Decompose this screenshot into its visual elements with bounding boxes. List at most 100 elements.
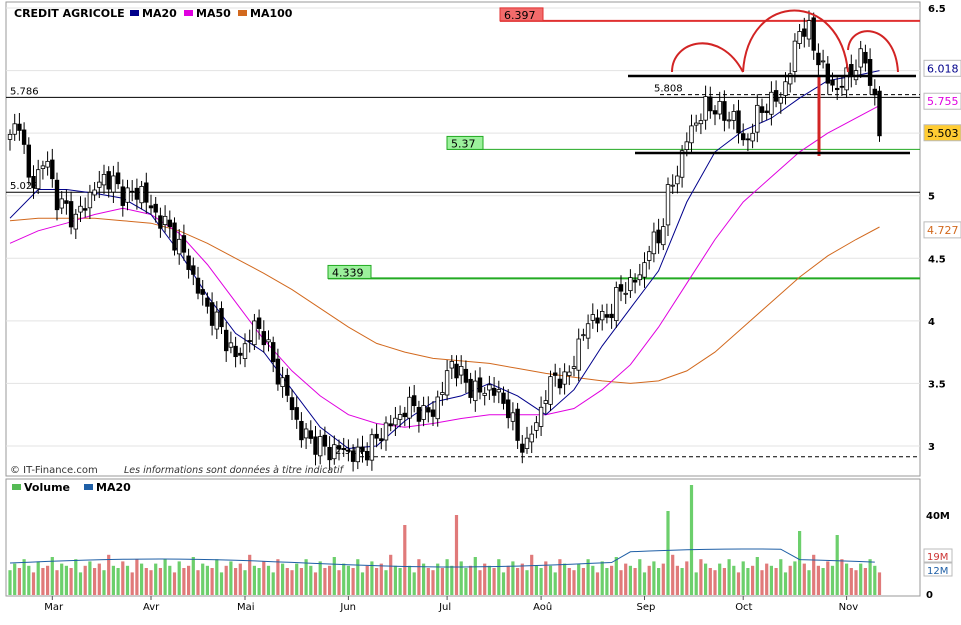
candle-body (820, 60, 826, 63)
candle-body (97, 181, 102, 188)
candle-body (393, 417, 398, 426)
volume-bar (22, 559, 26, 595)
volume-bar (577, 563, 581, 595)
volume-bar (93, 568, 97, 595)
volume-bar (304, 559, 308, 595)
candle-body (388, 423, 393, 427)
candle-body (256, 317, 262, 329)
volume-bar (694, 572, 698, 595)
candle-body (162, 215, 168, 226)
candle-body (426, 407, 431, 413)
candle-body (346, 449, 351, 452)
candle-body (332, 444, 337, 460)
volume-bar (111, 565, 115, 595)
candle-body (600, 311, 605, 321)
candle-body (374, 433, 379, 439)
volume-bar (539, 568, 543, 595)
candle-body (327, 446, 332, 461)
volume-bar (88, 561, 92, 595)
candle-body (872, 88, 877, 96)
volume-bar (586, 559, 590, 595)
candle-body (609, 313, 614, 319)
volume-bar (506, 565, 510, 595)
volume-bar (168, 565, 172, 595)
candle-body (647, 251, 652, 261)
candle-body (369, 434, 375, 461)
candle-body (726, 119, 732, 122)
month-label: Aoû (533, 601, 552, 613)
candle-body (59, 198, 64, 209)
candle-body (712, 110, 718, 115)
value-badge-box (923, 92, 961, 110)
volume-bar (295, 563, 299, 595)
volume-bar (78, 572, 83, 595)
candle-body (36, 169, 41, 190)
volume-bar (605, 568, 609, 595)
value-badge-box (923, 124, 961, 142)
candle-body (788, 73, 793, 85)
candle-body (623, 292, 628, 295)
candle-body (792, 40, 798, 72)
candle-body (604, 314, 610, 318)
volume-bar (46, 565, 50, 595)
candle-body (355, 446, 360, 463)
volume-bar (266, 565, 271, 595)
candle-body (487, 384, 492, 391)
candle-body (557, 378, 563, 389)
volume-bar (497, 559, 501, 595)
volume-bar (224, 565, 228, 595)
volume-bar (713, 570, 717, 595)
candlesticks (7, 10, 882, 472)
candle-body (449, 361, 454, 369)
candle-body (797, 31, 802, 44)
candle-body (548, 376, 553, 405)
volume-bar (74, 559, 78, 595)
candle-body (397, 414, 403, 420)
volume-bar (680, 568, 684, 595)
candle-body (764, 110, 769, 114)
volume-bar (125, 565, 130, 595)
volume-bar (534, 565, 538, 595)
candle-body (618, 284, 624, 292)
volume-bar (718, 563, 722, 595)
value-badge-label: 5.503 (927, 127, 959, 140)
value-badge-label: 4.727 (927, 224, 959, 237)
legend-swatch (238, 10, 247, 16)
candle-body (665, 184, 671, 226)
candle-body (435, 396, 440, 420)
value-badge-label: 5.755 (927, 95, 959, 108)
candle-body (111, 175, 116, 193)
price-tick-label: 4 (928, 317, 935, 328)
candle-body (17, 123, 22, 131)
volume-bar (854, 570, 858, 595)
volume-bar (689, 485, 694, 595)
legend-label: MA20 (142, 7, 177, 20)
volume-bar (563, 563, 567, 595)
volume-bar (736, 572, 741, 595)
volume-bar (826, 561, 830, 595)
volume-bar (788, 565, 792, 595)
candle-body (745, 138, 751, 141)
volume-bar (248, 554, 252, 595)
candle-body (835, 87, 840, 91)
candle-body (679, 150, 685, 178)
volume-bar (182, 568, 186, 595)
volume-bar (243, 570, 247, 595)
candle-body (411, 395, 417, 407)
candle-body (223, 329, 229, 352)
volume-bar (365, 565, 369, 595)
candle-body (440, 392, 445, 396)
candle-body (863, 51, 868, 64)
candle-body (811, 17, 816, 51)
candle-body (816, 52, 821, 66)
volume-bar (342, 563, 346, 595)
candle-body (614, 287, 619, 322)
volume-bar (229, 561, 233, 595)
candle-body (247, 340, 252, 342)
candle-body (144, 182, 149, 203)
volume-bar (384, 570, 388, 595)
candle-body (806, 20, 812, 40)
volume-bar (722, 568, 726, 595)
volume-bar (642, 572, 647, 595)
